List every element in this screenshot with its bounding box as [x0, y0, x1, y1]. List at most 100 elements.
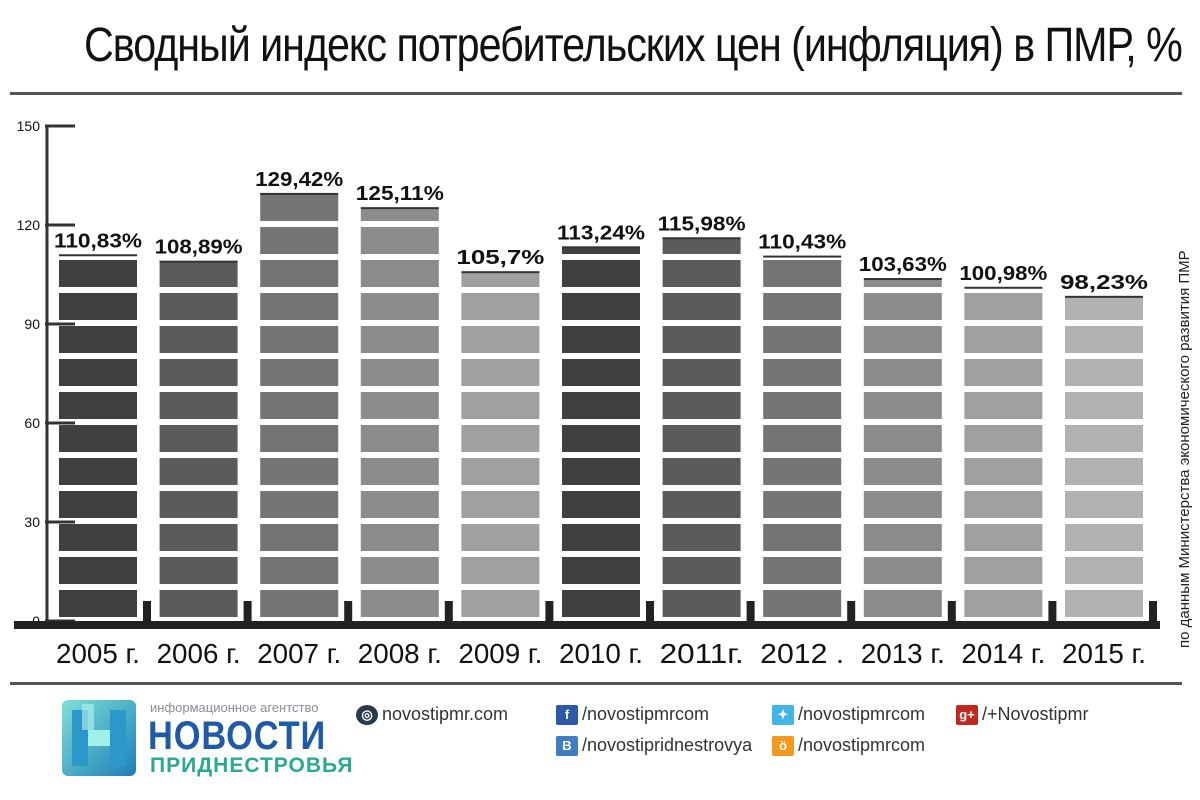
bar-cap: [562, 246, 640, 249]
bar-segment: [59, 557, 137, 584]
vk-icon: B: [556, 735, 578, 756]
vk-link[interactable]: B /novostipridnestrovya: [556, 735, 752, 756]
bar: [360, 207, 453, 621]
bar-segment: [461, 557, 540, 584]
value-label: 103,63%: [859, 254, 947, 276]
bar-segment: [662, 260, 741, 287]
bar-segment: [863, 590, 942, 617]
bar-divider: [1048, 601, 1057, 621]
x-tick-label: 2010 г.: [559, 638, 643, 669]
novosti-logo-icon: [62, 700, 136, 776]
bar-cap: [763, 255, 842, 258]
bar-segment: [461, 425, 540, 452]
bar-segment: [159, 491, 238, 518]
bar-segment: [863, 491, 942, 518]
bar-segment: [964, 293, 1043, 320]
bar-segment: [562, 247, 640, 254]
bar-chart: 0306090120150 110,83%108,89%129,42%125,1…: [14, 118, 1160, 669]
bar: [260, 192, 353, 621]
bar: [461, 271, 554, 621]
bar-segment: [260, 359, 339, 386]
bar: [59, 254, 151, 621]
bar-segment: [964, 557, 1043, 584]
odnoklassniki-label: /novostipmrcom: [798, 735, 926, 755]
bar-divider: [344, 601, 353, 621]
bar-segment: [662, 524, 741, 551]
bar-segment: [360, 359, 439, 386]
bar-divider: [444, 601, 453, 621]
bar-segment: [461, 359, 540, 386]
bar-segment: [863, 359, 942, 386]
globe-icon: ◎: [356, 704, 378, 725]
bar-segment: [260, 491, 339, 518]
bar-segment: [662, 425, 741, 452]
googleplus-link[interactable]: g+ /+Novostipmr: [956, 704, 1089, 725]
value-label: 110,83%: [54, 230, 142, 252]
value-label: 113,24%: [557, 222, 645, 244]
bar-cap: [863, 278, 942, 281]
bar-segment: [461, 392, 540, 419]
bar-segment: [562, 392, 640, 419]
bar-segment: [159, 359, 238, 386]
y-axis: 0306090120150: [14, 118, 1160, 629]
bar-segment: [159, 458, 238, 485]
bar-cap: [1065, 295, 1143, 298]
chart-title: Сводный индекс потребительских цен (инфл…: [84, 19, 1183, 72]
source-note: по данным Министерства экономического ра…: [1176, 250, 1193, 648]
bar-segment: [964, 326, 1043, 353]
bar-segment: [863, 279, 942, 287]
bar-segment: [562, 557, 640, 584]
bar-segment: [863, 425, 942, 452]
bar-segment: [1065, 392, 1143, 419]
brand-agency: информационное агентство: [150, 700, 319, 715]
bar-segment: [763, 557, 842, 584]
bar-divider: [545, 601, 554, 621]
bar-segment: [964, 458, 1043, 485]
bar-segment: [260, 524, 339, 551]
bar-segment: [863, 458, 942, 485]
bar-segment: [59, 293, 137, 320]
bar-segment: [964, 524, 1043, 551]
twitter-link[interactable]: ✦ /novostipmrcom: [772, 704, 925, 725]
bar-segment: [159, 261, 238, 287]
x-tick-label: 2014 г.: [961, 638, 1045, 669]
bar-segment: [1065, 557, 1143, 584]
bar-segment: [562, 293, 640, 320]
bar-segment: [662, 359, 741, 386]
bar-segment: [562, 590, 640, 617]
bar-segment: [260, 458, 339, 485]
bar-segment: [1065, 524, 1143, 551]
top-divider: [10, 92, 1182, 95]
bar-divider: [1149, 601, 1157, 621]
value-label: 110,43%: [758, 232, 846, 254]
bar-segment: [260, 227, 339, 254]
bar-segment: [662, 557, 741, 584]
brand-region: ПРИДНЕСТРОВЬЯ: [150, 754, 354, 777]
bar-segment: [1065, 326, 1143, 353]
bar-segment: [964, 590, 1043, 617]
bar-segment: [260, 590, 339, 617]
x-tick-label: 2006 г.: [157, 638, 241, 669]
googleplus-icon: g+: [956, 704, 978, 725]
bar-segment: [763, 293, 842, 320]
bar-segment: [763, 524, 842, 551]
bar-segment: [159, 425, 238, 452]
y-tick-label: 90: [24, 316, 40, 332]
facebook-label: /novostipmrcom: [582, 704, 710, 724]
website-link[interactable]: ◎ novostipmr.com: [356, 704, 508, 725]
bar-cap: [159, 260, 238, 263]
bar-segment: [763, 260, 842, 287]
odnoklassniki-link[interactable]: ö /novostipmrcom: [772, 735, 925, 756]
bar-segment: [662, 392, 741, 419]
value-label: 98,23%: [1060, 272, 1148, 294]
facebook-link[interactable]: f /novostipmrcom: [556, 704, 709, 725]
bar-segment: [159, 557, 238, 584]
bar-segment: [1065, 491, 1143, 518]
bar-segment: [1065, 359, 1143, 386]
x-tick-label: 2009 г.: [458, 638, 542, 669]
value-label: 105,7%: [456, 247, 544, 269]
bar-segment: [763, 359, 842, 386]
bar-segment: [964, 359, 1043, 386]
bar-segment: [59, 359, 137, 386]
bar-segment: [360, 392, 439, 419]
